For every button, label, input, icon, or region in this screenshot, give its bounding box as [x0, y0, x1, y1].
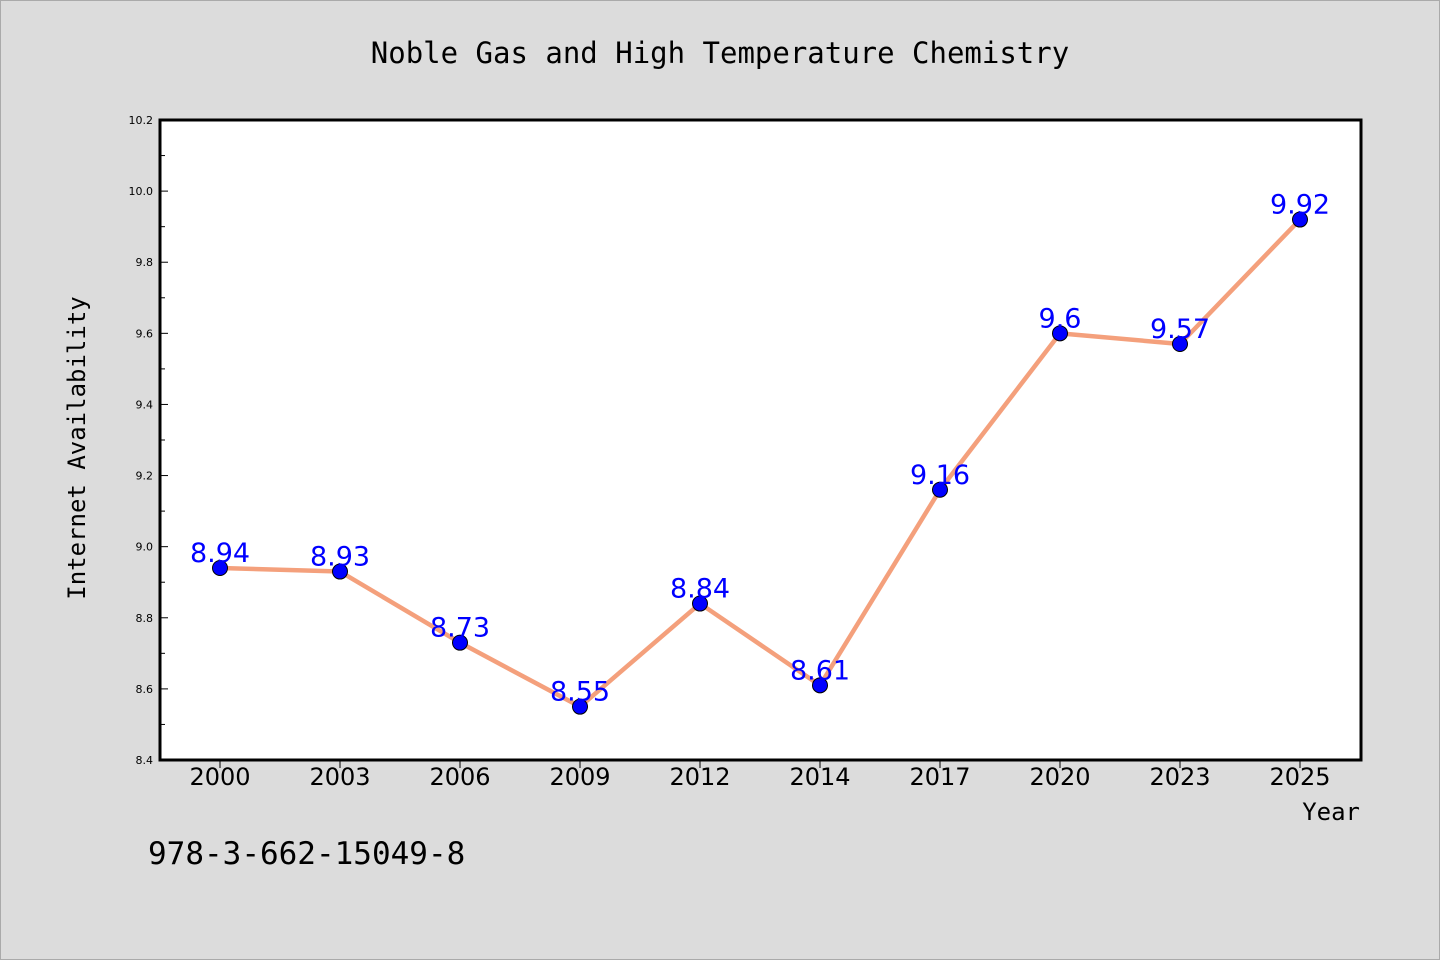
data-point [812, 677, 828, 694]
y-tick-label: 8.6 [136, 683, 154, 696]
data-label: 8.93 [310, 542, 370, 573]
data-label: 8.73 [430, 613, 490, 644]
x-axis-label: Year [1302, 798, 1360, 826]
y-tick-label: 9.0 [136, 541, 154, 554]
data-label: 8.94 [190, 538, 250, 569]
data-point [452, 634, 468, 651]
chart-title: Noble Gas and High Temperature Chemistry [371, 36, 1069, 70]
x-tick-label: 2006 [429, 763, 490, 791]
data-point [212, 560, 228, 576]
data-point [1292, 211, 1308, 228]
x-tick-label: 2009 [549, 763, 610, 791]
data-label: 8.84 [670, 574, 730, 605]
y-tick-label: 10.0 [129, 185, 154, 198]
x-tick-label: 2023 [1149, 763, 1210, 791]
y-tick-label: 9.2 [136, 470, 154, 483]
isbn-caption: 978-3-662-15049-8 [148, 836, 465, 872]
data-point [932, 481, 948, 498]
data-point [572, 698, 588, 715]
y-tick-label: 9.6 [136, 327, 154, 340]
x-tick-label: 2020 [1029, 763, 1090, 791]
data-label: 9.6 [1039, 303, 1082, 334]
data-label: 9.16 [910, 460, 970, 491]
data-point [332, 563, 348, 580]
y-tick-label: 8.8 [136, 612, 154, 625]
x-tick-label: 2000 [189, 763, 250, 791]
y-tick-label: 9.8 [136, 256, 154, 269]
data-label: 8.55 [550, 677, 610, 708]
data-point [692, 595, 708, 612]
series-line [217, 217, 1303, 709]
data-point [1172, 336, 1188, 352]
x-axis: 2000 2003 2006 2009 2012 2014 2017 2020 2023 2025 [189, 760, 1331, 791]
data-point [1052, 325, 1068, 342]
data-label: 9.57 [1150, 314, 1210, 345]
x-tick-label: 2003 [309, 763, 370, 791]
x-tick-label: 2017 [909, 763, 970, 791]
y-axis-label: Internet Availability [63, 296, 91, 599]
y-tick-label: 10.2 [129, 114, 154, 127]
plot-area [160, 120, 1361, 760]
y-tick-label: 8.4 [136, 754, 154, 767]
data-label: 8.61 [790, 655, 850, 686]
x-tick-label: 2025 [1269, 763, 1330, 791]
y-tick-label: 9.4 [136, 398, 154, 411]
x-tick-label: 2014 [789, 763, 850, 791]
plot-frame [158, 118, 1363, 762]
data-series: 8.94 8.93 8.73 8.55 8.84 8.61 9.16 9.6 9.57 9.92 [190, 190, 1330, 715]
data-label: 9.92 [1270, 190, 1330, 221]
x-tick-label: 2012 [669, 763, 730, 791]
